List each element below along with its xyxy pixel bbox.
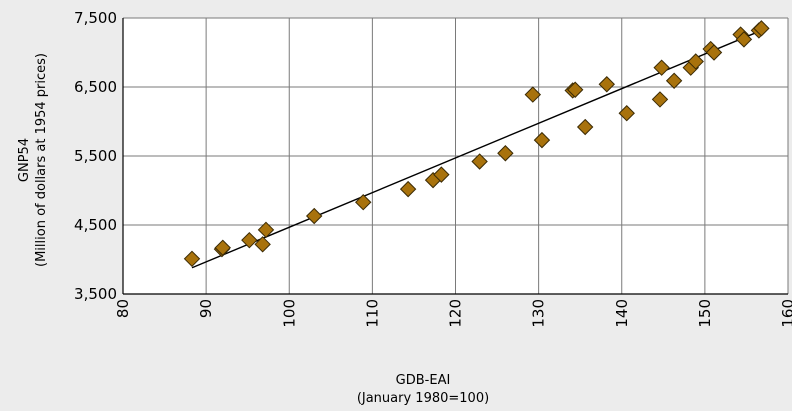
data-points [183,20,770,268]
data-point [524,86,542,103]
data-point [183,250,201,268]
data-point [257,221,275,239]
y-tick-label: 4,500 [74,216,117,234]
data-point [576,118,594,136]
data-point [399,180,417,198]
data-point [598,76,615,93]
x-axis-title: GDB-EAI [396,373,451,388]
data-point [653,59,670,76]
x-tick-label: 130 [530,299,548,328]
data-point [735,31,753,48]
axis-titles: GDB-EAI (January 1980=100) GNP54 (Million o… [17,53,489,406]
data-point [566,81,584,98]
y-tick-label: 7,500 [74,9,117,27]
data-point [651,91,669,108]
gridlines [123,17,789,294]
y-tick-label: 6,500 [74,78,117,96]
x-axis-subtitle: (January 1980=100) [357,391,489,406]
y-axis-title: GNP54 [17,138,32,182]
data-point [705,44,723,61]
axes [122,18,788,295]
x-tick-label: 140 [613,299,631,328]
y-tick-label: 5,500 [74,147,117,165]
data-point [471,153,488,170]
data-point [254,236,271,253]
data-point [687,53,704,70]
data-point [533,131,551,149]
data-point [214,239,231,256]
data-point [665,72,683,89]
x-tick-label: 120 [447,299,465,328]
x-tick-label: 100 [280,299,298,328]
x-tick-label: 90 [197,299,215,318]
x-tick-label: 150 [696,299,714,328]
data-point [305,207,323,225]
y-tick-label: 3,500 [74,285,117,303]
data-point [753,20,770,37]
y-axis-subtitle: (Million of dollars at 1954 prices) [34,53,49,267]
x-tick-label: 110 [363,299,381,328]
data-point [355,194,372,211]
tick-labels: 80 90 100 110 120 130 140 150 160 3,500 4,500 5,500… [74,9,792,328]
data-point [618,105,635,122]
data-point [241,231,258,249]
x-tick-label: 80 [114,299,132,318]
data-point [433,166,450,183]
x-tick-label: 160 [779,299,792,328]
data-point [497,145,514,162]
